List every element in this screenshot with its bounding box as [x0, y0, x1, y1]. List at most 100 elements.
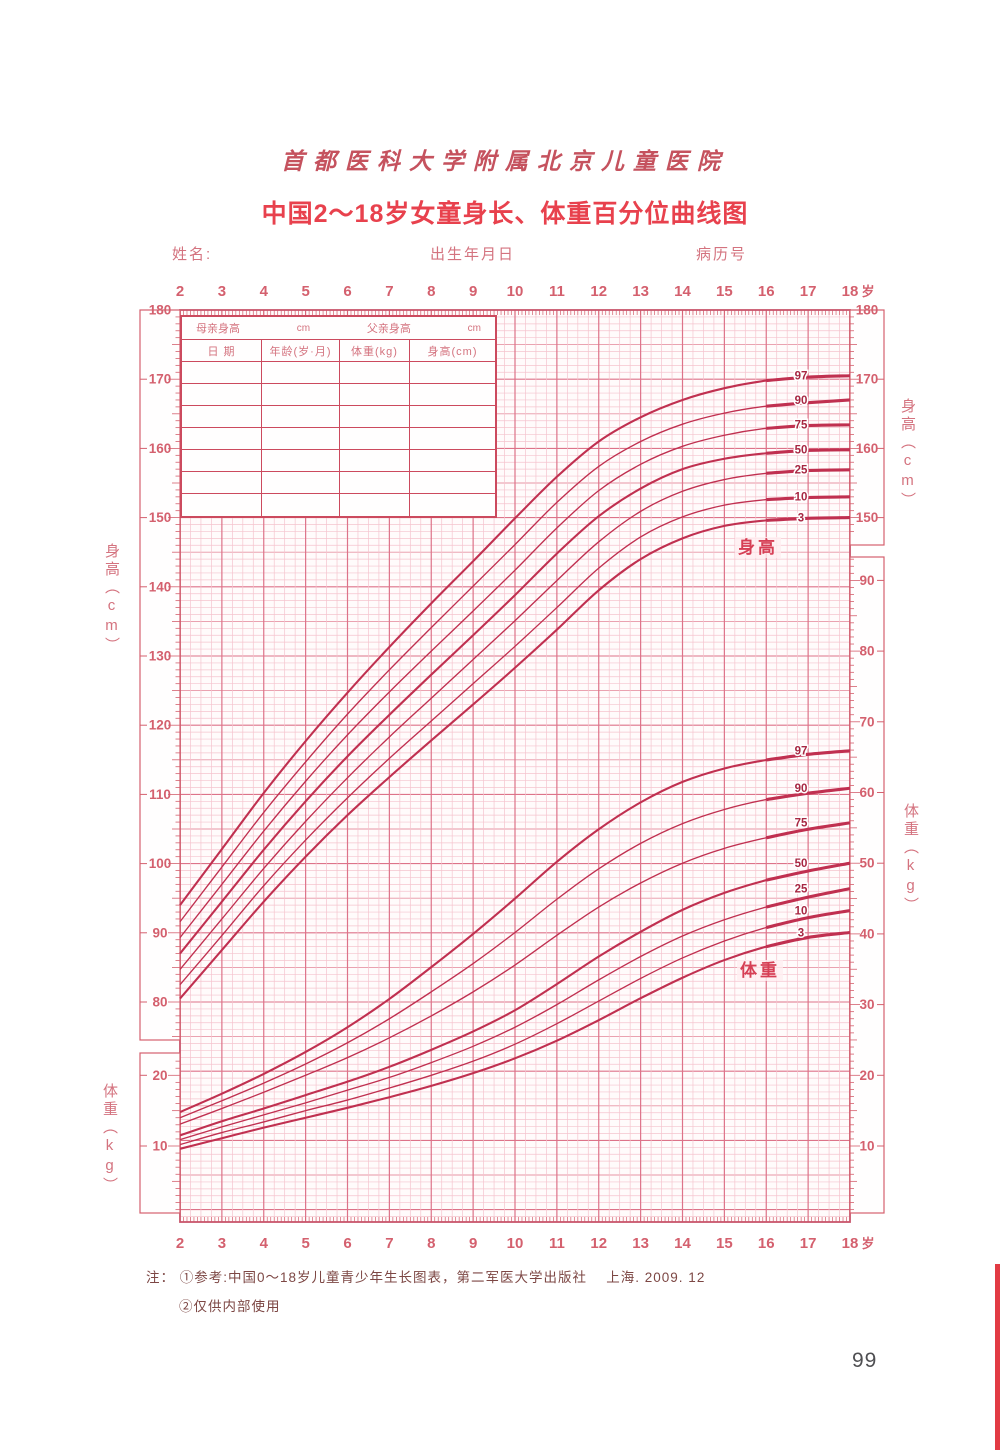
weight-percentile-curve-97 — [179, 749, 851, 1114]
table-empty-row — [182, 384, 495, 406]
x-tick-top: 2 — [176, 283, 184, 300]
col-weight: 体重(kg) — [340, 340, 410, 361]
col-age: 年龄(岁·月) — [262, 340, 340, 361]
left-height-tick-label: 140 — [149, 579, 172, 594]
axis-ruler-box — [849, 556, 885, 1214]
table-empty-cell — [262, 362, 340, 383]
height-percentile-label-50: 50 — [795, 445, 808, 457]
table-empty-cell — [340, 428, 410, 449]
table-empty-cell — [340, 472, 410, 493]
x-tick-bottom: 4 — [260, 1235, 269, 1252]
right-height-tick-label: 160 — [856, 441, 879, 456]
left-height-tick-label: 120 — [149, 718, 172, 733]
height-percentile-curve-3 — [179, 516, 851, 1000]
x-tick-bottom: 5 — [301, 1235, 309, 1252]
x-tick-bottom: 15 — [716, 1235, 733, 1252]
weight-percentile-curve-75 — [179, 822, 851, 1125]
right-height-tick-label: 180 — [856, 303, 879, 318]
height-percentile-curve-50 — [179, 448, 851, 955]
weight-curves-annotation: 体重 — [737, 960, 783, 981]
x-tick-bottom: 18 — [842, 1235, 859, 1252]
x-tick-top: 12 — [590, 283, 607, 300]
height-percentile-curve-75 — [179, 424, 851, 939]
left-height-tick-label: 90 — [152, 925, 167, 940]
left-weight-axis-label: 体重（kg） — [101, 1083, 118, 1195]
height-percentile-label-3: 3 — [798, 512, 804, 524]
table-empty-cell — [182, 450, 262, 471]
height-percentile-label-90: 90 — [795, 395, 808, 407]
footnote-reference: 注： ①参考:中国0～18岁儿童青少年生长图表，第二军医大学出版社 上海. 20… — [146, 1270, 706, 1285]
left-height-tick-label: 110 — [149, 787, 171, 802]
x-tick-bottom: 9 — [469, 1235, 477, 1252]
weight-percentile-curve-90 — [179, 787, 851, 1119]
table-empty-cell — [262, 406, 340, 427]
right-height-tick-label: 170 — [856, 372, 879, 387]
height-curve-end-25 — [766, 468, 851, 475]
right-weight-tick-label: 60 — [859, 785, 874, 800]
right-weight-tick-label: 20 — [859, 1068, 874, 1083]
height-percentile-curve-10 — [179, 496, 851, 986]
table-header-row: 日 期 年龄(岁·月) 体重(kg) 身高(cm) — [182, 340, 495, 362]
x-tick-bottom: 3 — [218, 1235, 226, 1252]
x-tick-top: 18 — [842, 283, 859, 300]
x-tick-top: 5 — [301, 283, 309, 300]
mother-height-unit: cm — [296, 322, 311, 334]
left-height-axis-label: 身高（cm） — [103, 543, 120, 655]
table-empty-cell — [182, 362, 262, 383]
table-empty-row — [182, 472, 495, 494]
height-percentile-curve-97 — [179, 374, 851, 906]
x-tick-bottom: 7 — [385, 1235, 393, 1252]
table-empty-cell — [410, 362, 495, 383]
record-number-field-label: 病历号 — [696, 246, 748, 263]
weight-percentile-curve-3 — [179, 931, 851, 1150]
x-tick-top: 4 — [260, 283, 269, 300]
weight-percentile-label-10: 10 — [795, 905, 808, 917]
x-tick-top: 6 — [343, 283, 351, 300]
x-tick-bottom: 6 — [343, 1235, 351, 1252]
table-empty-row — [182, 450, 495, 472]
height-curves-annotation: 身高 — [735, 537, 781, 558]
right-weight-tick-label: 70 — [859, 714, 874, 729]
height-percentile-curve-25 — [179, 469, 851, 970]
weight-percentile-label-25: 25 — [795, 883, 808, 895]
left-height-tick-label: 100 — [149, 856, 172, 871]
table-empty-cell — [182, 494, 262, 516]
page-title: 中国2～18岁女童身长、体重百分位曲线图 — [261, 200, 749, 228]
col-height: 身高(cm) — [427, 345, 478, 358]
x-tick-top: 17 — [800, 283, 817, 300]
x-tick-bottom: 17 — [800, 1235, 817, 1252]
left-height-tick-label: 180 — [149, 303, 172, 318]
father-height-unit: cm — [467, 322, 481, 334]
height-curve-end-3 — [766, 516, 851, 522]
x-tick-top: 13 — [632, 283, 649, 300]
table-empty-cell — [340, 494, 410, 516]
weight-curve-end-90 — [766, 786, 851, 802]
x-tick-top: 16 — [758, 283, 775, 300]
table-empty-row — [182, 362, 495, 384]
weight-percentile-curve-10 — [179, 909, 851, 1146]
table-empty-cell — [340, 450, 410, 471]
x-tick-bottom: 16 — [758, 1235, 775, 1252]
hospital-name: 首都医科大学附属北京儿童医院 — [281, 148, 729, 175]
table-empty-cell — [410, 472, 495, 493]
left-height-tick-label: 80 — [152, 995, 167, 1010]
weight-curve-end-50 — [765, 861, 851, 882]
weight-percentile-curve-50 — [179, 862, 851, 1137]
table-empty-cell — [182, 428, 262, 449]
height-percentile-curve-90 — [179, 399, 851, 923]
father-height-label: 父亲身高 — [366, 323, 411, 335]
x-tick-top: 14 — [674, 283, 691, 300]
table-empty-cell — [182, 384, 262, 405]
x-tick-top: 3 — [218, 283, 226, 300]
table-empty-cell — [262, 384, 340, 405]
weight-curve-end-10 — [765, 909, 851, 930]
table-empty-cell — [182, 406, 262, 427]
height-curve-end-97 — [766, 374, 851, 383]
table-empty-cell — [340, 406, 410, 427]
footnote-internal-use: ②仅供内部使用 — [179, 1299, 281, 1314]
x-tick-top: 9 — [469, 283, 477, 300]
x-tick-top: 11 — [549, 283, 565, 300]
right-weight-tick-label: 40 — [859, 926, 874, 941]
